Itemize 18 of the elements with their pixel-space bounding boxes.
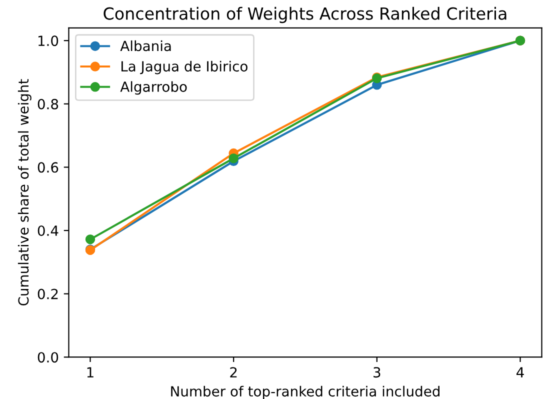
point — [228, 153, 238, 164]
x-tick-label: 4 — [516, 367, 524, 378]
y-tick-label: 1.0 — [38, 36, 58, 46]
x-tick-label: 1 — [87, 367, 94, 378]
y-tick-label: 0.0 — [38, 352, 58, 363]
x-tick-label: 3 — [374, 367, 380, 378]
chart-title: Concentration of Weights Across Ranked Criteria — [104, 6, 506, 24]
y-tick-label: 0.2 — [38, 288, 58, 300]
point — [85, 234, 96, 244]
x-axis-title: Number of top-ranked criteria included — [171, 386, 440, 399]
y-axis-title: Cumulative share of total weight — [18, 79, 32, 306]
legend-label: Albania — [120, 40, 171, 52]
y-tick-label: 0.8 — [38, 98, 58, 110]
y-tick-label: 0.4 — [38, 225, 58, 236]
x-tick-label: 2 — [230, 367, 237, 378]
legend-label: La Jagua de Ibirico — [122, 60, 248, 74]
legend-label: Algarrobo — [120, 81, 187, 95]
y-tick-label: 0.6 — [38, 162, 58, 173]
